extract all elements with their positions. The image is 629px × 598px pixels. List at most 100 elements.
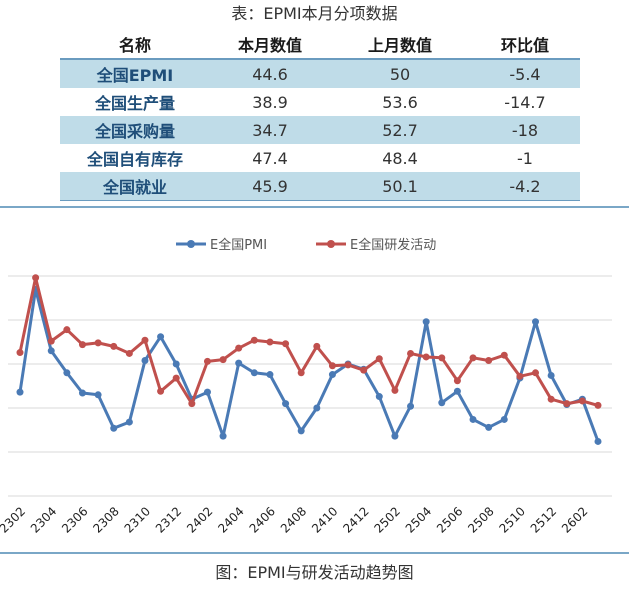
data-point-rd	[47, 337, 55, 345]
data-point-rd	[563, 400, 571, 408]
legend-marker-rd	[327, 240, 335, 248]
row-change: -4.2	[470, 172, 580, 201]
data-point-pmi	[282, 400, 290, 408]
data-point-rd	[266, 338, 274, 346]
row-previous: 48.4	[382, 148, 418, 168]
legend-marker-pmi	[187, 240, 195, 248]
data-point-rd	[78, 341, 86, 349]
row-name: 全国就业	[60, 172, 210, 201]
x-tick-label: 2506	[434, 504, 465, 535]
x-tick-label: 2306	[59, 504, 90, 535]
data-point-rd	[16, 349, 24, 357]
data-point-pmi	[141, 356, 149, 364]
data-point-rd	[157, 387, 165, 395]
data-point-pmi	[125, 418, 133, 426]
data-point-rd	[469, 354, 477, 362]
row-name: 全国生产量	[94, 94, 175, 113]
x-tick-label: 2510	[497, 504, 528, 535]
data-point-rd	[188, 400, 196, 408]
data-point-pmi	[266, 371, 274, 379]
row-current: 47.4	[252, 148, 288, 168]
table-row: 全国EPMI 44.6 50 -5.4	[60, 59, 580, 88]
header-previous: 上月数值	[330, 30, 470, 60]
epmi-data-table: 名称 本月数值 上月数值 环比值 全国EPMI 44.6 50 -5.4 全国生…	[60, 30, 580, 201]
chart-legend: E全国PMI E全国研发活动	[176, 237, 436, 253]
table-row: 全国生产量 38.9 53.6 -14.7	[60, 88, 580, 116]
data-point-pmi	[532, 318, 540, 326]
row-current: 44.6	[210, 59, 330, 88]
data-point-pmi	[110, 424, 118, 432]
data-point-pmi	[391, 432, 399, 440]
row-name: 全国EPMI	[60, 59, 210, 88]
data-point-pmi	[469, 415, 477, 423]
data-point-pmi	[203, 388, 211, 396]
data-point-rd	[110, 342, 118, 350]
x-tick-label: 2404	[215, 504, 246, 535]
row-change: -5.4	[470, 59, 580, 88]
data-point-pmi	[235, 359, 243, 367]
data-point-rd	[516, 372, 524, 380]
data-point-pmi	[594, 437, 602, 445]
data-point-rd	[578, 397, 586, 405]
x-tick-label: 2502	[372, 504, 403, 535]
table-row: 全国就业 45.9 50.1 -4.2	[60, 172, 580, 201]
data-point-pmi	[500, 415, 508, 423]
series-lines	[16, 274, 602, 445]
data-point-rd	[203, 357, 211, 365]
row-previous: 53.6	[382, 92, 418, 112]
data-point-pmi	[47, 347, 55, 355]
section-divider	[0, 206, 629, 208]
data-point-rd	[219, 356, 227, 364]
data-point-pmi	[313, 404, 321, 412]
table-title: 表：EPMI本月分项数据	[231, 4, 398, 23]
x-tick-label: 2410	[309, 504, 340, 535]
x-tick-label: 2602	[559, 504, 590, 535]
row-previous: 50.1	[330, 172, 470, 201]
data-point-pmi	[375, 393, 383, 401]
data-point-pmi	[547, 371, 555, 379]
x-tick-label: 2512	[528, 504, 559, 535]
data-point-rd	[328, 362, 336, 370]
x-tick-label: 2308	[90, 504, 121, 535]
data-point-pmi	[94, 391, 102, 399]
data-point-rd	[594, 401, 602, 409]
row-change: -1	[517, 148, 533, 168]
data-point-rd	[313, 342, 321, 350]
x-tick-label: 2406	[247, 504, 278, 535]
row-current: 45.9	[210, 172, 330, 201]
data-point-rd	[422, 353, 430, 361]
data-point-rd	[250, 336, 258, 344]
x-tick-label: 2412	[340, 504, 371, 535]
data-point-rd	[500, 351, 508, 359]
row-name: 全国采购量	[60, 116, 210, 144]
data-point-rd	[391, 386, 399, 394]
x-axis-ticks: 2302 2304 2306 2308 2310 2312 2402 2404 2406 2408…	[0, 504, 590, 535]
data-point-pmi	[297, 427, 305, 435]
header-current: 本月数值	[210, 30, 330, 60]
data-point-rd	[360, 366, 368, 374]
data-point-rd	[141, 336, 149, 344]
data-point-pmi	[438, 399, 446, 407]
data-point-rd	[172, 374, 180, 382]
series-line-rd	[18, 276, 599, 407]
data-point-pmi	[157, 333, 165, 341]
x-tick-label: 2312	[153, 504, 184, 535]
legend-label-rd: E全国研发活动	[350, 237, 436, 253]
data-point-pmi	[422, 318, 430, 326]
x-tick-label: 2310	[122, 504, 153, 535]
data-point-rd	[438, 354, 446, 362]
row-previous: 50	[330, 59, 470, 88]
x-tick-label: 2408	[278, 504, 309, 535]
data-point-pmi	[16, 388, 24, 396]
data-point-rd	[297, 369, 305, 377]
data-point-rd	[375, 355, 383, 363]
data-point-pmi	[328, 371, 336, 379]
x-tick-label: 2504	[403, 504, 434, 535]
data-point-rd	[407, 349, 415, 357]
x-tick-label: 2402	[184, 504, 215, 535]
row-name: 全国自有库存	[86, 150, 183, 169]
data-point-pmi	[219, 432, 227, 440]
row-previous: 52.7	[330, 116, 470, 144]
data-point-rd	[453, 377, 461, 385]
row-change: -18	[470, 116, 580, 144]
